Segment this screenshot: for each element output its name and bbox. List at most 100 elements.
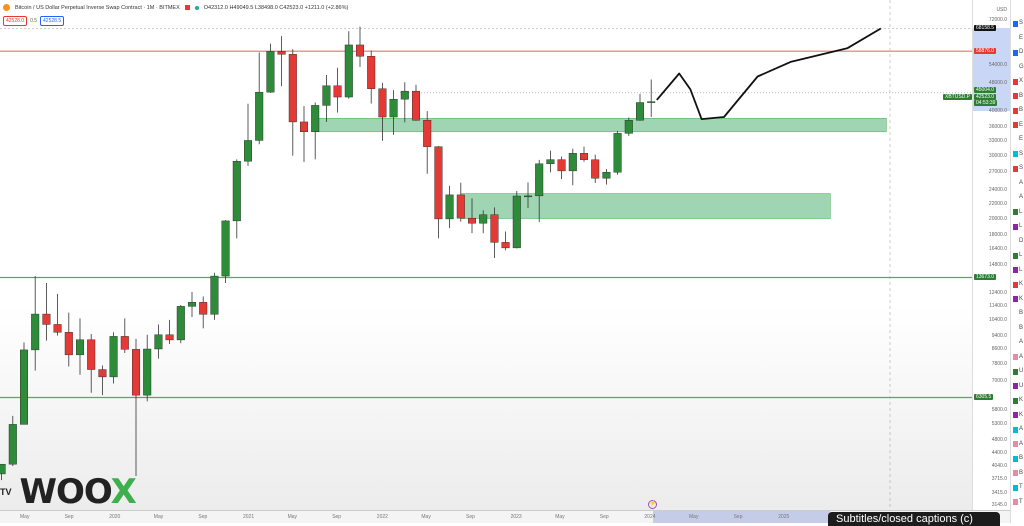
watchlist-item[interactable]: K	[1013, 296, 1023, 303]
watchlist-item[interactable]: B	[1013, 325, 1023, 332]
flag-icon	[1013, 368, 1018, 375]
watchlist-item[interactable]: B	[1013, 310, 1023, 317]
candle-body	[624, 120, 633, 134]
watchlist-symbol: K	[1019, 397, 1024, 403]
price-label: 40000.0	[988, 108, 1007, 115]
flag-icon	[1013, 180, 1018, 186]
watchlist-item[interactable]: A	[1013, 194, 1023, 201]
price-label: 18000.0	[988, 231, 1007, 238]
watchlist-item[interactable]: D	[1013, 238, 1023, 245]
currency-selector[interactable]: USD	[996, 7, 1007, 13]
candle-body	[187, 302, 196, 307]
candle-body	[344, 44, 353, 98]
watchlist-item[interactable]: B	[1013, 93, 1023, 100]
candle-body	[356, 44, 365, 57]
candle-body	[479, 214, 488, 224]
price-chart[interactable]	[0, 0, 972, 510]
watchlist-symbol: A	[1019, 426, 1024, 432]
time-label: 2020	[109, 514, 121, 520]
watchlist-item[interactable]: S	[1013, 165, 1023, 172]
watchlist-item[interactable]: U	[1013, 383, 1023, 390]
watchlist-item[interactable]: B	[1013, 107, 1023, 114]
watchlist-symbol: A	[1019, 353, 1024, 360]
spread: 0.5	[30, 18, 38, 24]
time-range-highlight	[653, 511, 830, 523]
price-label: 27000.0	[988, 169, 1007, 176]
time-label: Sep	[332, 514, 342, 520]
price-axis[interactable]: USD 72000.0 54000.0 48000.0 40000.0 36000.0 3…	[972, 0, 1010, 510]
watchlist-item[interactable]: U	[1013, 368, 1023, 375]
tradingview-logo: TV	[0, 487, 12, 497]
candle-body	[434, 146, 443, 220]
watchlist-item[interactable]: B	[1013, 470, 1023, 477]
price-label: 7800.0	[991, 361, 1007, 368]
candle-body	[546, 159, 555, 165]
watchlist-item[interactable]: E	[1013, 136, 1023, 143]
watchlist-item[interactable]: K	[1013, 281, 1023, 288]
watchlist-item[interactable]: A	[1013, 354, 1023, 361]
candle-body	[333, 85, 342, 98]
watchlist-item[interactable]: A	[1013, 441, 1023, 448]
watchlist-item[interactable]: A	[1013, 426, 1023, 433]
live-dot-icon	[194, 5, 199, 10]
price-label: 4800.0	[991, 436, 1007, 443]
candle-body	[165, 334, 174, 341]
price-label: 3415.0	[991, 489, 1007, 496]
watchlist-symbol: A	[1019, 179, 1024, 186]
flag-icon	[1013, 78, 1018, 85]
watchlist-symbol: E	[1019, 34, 1024, 41]
candle-body	[243, 140, 252, 162]
flag-icon	[1013, 325, 1018, 331]
watchlist-item[interactable]: X	[1013, 78, 1023, 85]
watchlist-item[interactable]: K	[1013, 412, 1023, 419]
candle-body	[232, 161, 241, 222]
watchlist-item[interactable]: E	[1013, 35, 1023, 42]
watchlist-item[interactable]: S	[1013, 20, 1023, 27]
watchlist-item[interactable]: G	[1013, 64, 1024, 71]
price-label: 54000.0	[988, 61, 1007, 68]
flag-icon	[1013, 137, 1018, 143]
sell-button[interactable]: 42528.0	[3, 16, 28, 26]
watchlist-item[interactable]: T	[1013, 484, 1023, 491]
time-label: Sep	[599, 514, 609, 520]
watchlist-item[interactable]: A	[1013, 180, 1023, 187]
symbol-price-tag: XBTUSD.P	[943, 93, 973, 100]
watchlist-item[interactable]: L	[1013, 223, 1022, 230]
watchlist-item[interactable]: L	[1013, 267, 1022, 274]
price-label: 48000.0	[988, 79, 1007, 86]
time-axis[interactable]: May Sep 2020 May Sep 2021 May Sep 2022 May Sep 2023…	[0, 510, 1010, 523]
flag-icon	[1013, 484, 1018, 491]
watchlist-item[interactable]: T	[1013, 499, 1023, 506]
time-label: May	[689, 514, 699, 520]
watchlist-item[interactable]: L	[1013, 209, 1022, 216]
price-badge: 58876.0	[974, 48, 997, 55]
watchlist-item[interactable]: B	[1013, 455, 1023, 462]
candle-body	[98, 369, 107, 378]
candle-body	[389, 98, 398, 118]
price-label: 24000.0	[988, 187, 1007, 194]
price-label: 33000.0	[988, 137, 1007, 144]
bitcoin-icon	[3, 4, 10, 11]
watchlist-item[interactable]: L	[1013, 252, 1022, 259]
flag-icon	[1013, 122, 1018, 128]
price-badge: 42523.0	[974, 93, 997, 100]
watchlist-item[interactable]: K	[1013, 397, 1023, 404]
flag-icon	[1013, 499, 1018, 505]
watchlist-item[interactable]: E	[1013, 122, 1023, 129]
candle-body	[311, 105, 320, 133]
flag-icon	[1013, 383, 1018, 389]
watchlist-item[interactable]: D	[1013, 49, 1023, 56]
candle-body	[535, 163, 544, 197]
watchlist-item[interactable]: A	[1013, 339, 1023, 346]
event-marker-icon[interactable]: ⚡	[648, 500, 657, 509]
candle-body	[210, 275, 219, 315]
symbol-title[interactable]: Bitcoin / US Dollar Perpetual Inverse Sw…	[15, 4, 180, 11]
candle-body	[0, 463, 6, 475]
candle-body	[64, 332, 73, 356]
watchlist-symbol: K	[1019, 281, 1024, 287]
captions-tooltip: Subtitles/closed captions (c)	[828, 512, 1000, 526]
price-label: 11400.0	[989, 302, 1007, 309]
watchlist-item[interactable]: S	[1013, 151, 1023, 158]
candlestick-chart[interactable]	[0, 0, 972, 510]
buy-button[interactable]: 42528.5	[40, 16, 65, 26]
